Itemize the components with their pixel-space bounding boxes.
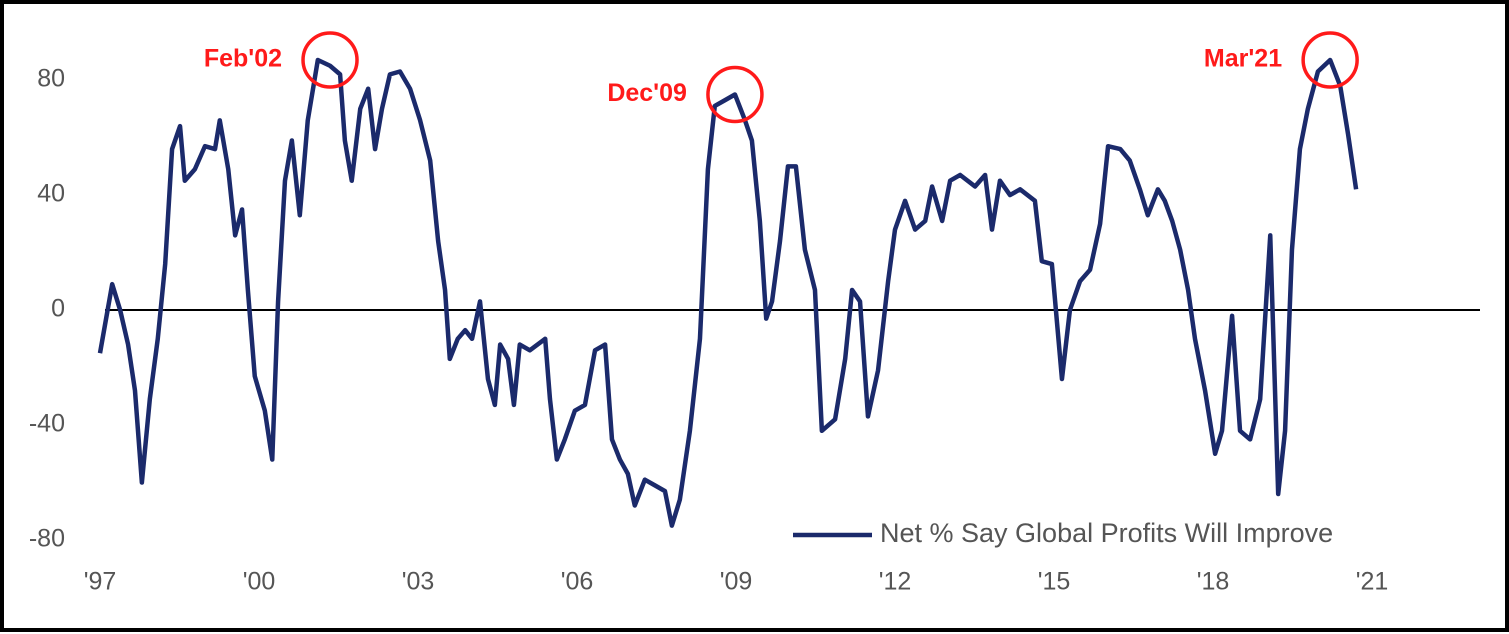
y-tick-label: -40	[29, 410, 65, 438]
x-tick-label: '15	[1038, 568, 1071, 596]
y-tick-label: 40	[37, 180, 65, 208]
annotation-label: Mar'21	[1204, 45, 1282, 73]
y-tick-label: 80	[37, 65, 65, 93]
x-tick-label: '09	[720, 568, 753, 596]
series-line	[97, 57, 1359, 528]
x-tick-label: '12	[879, 568, 912, 596]
y-tick-label: -80	[29, 525, 65, 553]
x-tick-label: '21	[1356, 568, 1389, 596]
x-tick-label: '06	[561, 568, 594, 596]
annotation-label: Feb'02	[204, 45, 282, 73]
x-tick-label: '03	[402, 568, 435, 596]
annotation-circle	[301, 31, 359, 89]
legend-label: Net % Say Global Profits Will Improve	[880, 518, 1333, 548]
annotation-circle	[706, 65, 764, 124]
x-tick-label: '18	[1197, 568, 1230, 596]
y-tick-label: 0	[51, 295, 65, 323]
x-tick-label: '00	[243, 568, 276, 596]
annotation-label: Dec'09	[607, 79, 687, 107]
x-tick-label: '97	[84, 568, 117, 596]
annotation-circle	[1301, 31, 1359, 89]
